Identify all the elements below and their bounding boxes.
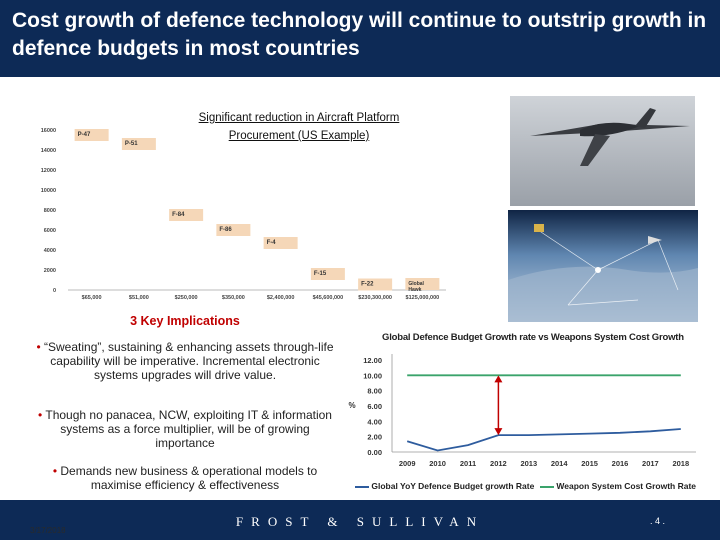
slide-title: Cost growth of defence technology will c… (12, 9, 707, 60)
bar (169, 209, 204, 221)
legend-label-budget: Global YoY Defence Budget growth Rate (371, 481, 535, 491)
y-tick-label: 6000 (44, 228, 56, 234)
implication-text-3: Demands new business & operational model… (60, 464, 318, 492)
bar (74, 129, 109, 141)
x-tick-label: 2016 (612, 459, 629, 468)
gap-arrow-head-bottom (494, 428, 503, 436)
bar (310, 268, 345, 280)
x-tick-label: 2011 (460, 459, 476, 468)
x-tick-label: 2012 (490, 459, 507, 468)
y-tick-label: 8.00 (367, 387, 382, 396)
legend-cost-series: Weapon System Cost Growth Rate (540, 481, 696, 491)
implication-text-2: Though no panacea, NCW, exploiting IT & … (45, 408, 332, 450)
uav-photo (510, 96, 695, 206)
x-tick-label: 2015 (581, 459, 598, 468)
x-tick-label: $2,400,000 (267, 295, 295, 301)
bar (358, 278, 393, 291)
bar-label: F-4 (267, 240, 277, 246)
y-tick-label: 2.00 (367, 433, 382, 442)
x-tick-label: 2018 (672, 459, 689, 468)
y-tick-label: 2000 (44, 268, 56, 274)
bar (216, 224, 251, 236)
y-tick-label: 14000 (41, 148, 56, 154)
bullet-icon: • (38, 408, 43, 422)
implication-bullet-2: • Though no panacea, NCW, exploiting IT … (30, 408, 340, 450)
bar-label: Global (408, 281, 424, 287)
page-number: . 4 . (649, 516, 665, 526)
x-tick-label: $125,000,000 (406, 295, 440, 301)
legend-label-cost: Weapon System Cost Growth Rate (556, 481, 697, 491)
y-tick-label: 12000 (41, 168, 56, 174)
y-axis-label: % (348, 401, 355, 410)
slide-date: 3/17/2018 (30, 526, 66, 535)
x-tick-label: $250,000 (175, 295, 198, 301)
bar (121, 138, 156, 150)
budget-growth-line (406, 428, 681, 452)
bar-label: P-47 (78, 132, 91, 138)
aircraft-chart-title: Significant reduction in Aircraft Platfo… (198, 112, 400, 142)
bullet-icon: • (36, 340, 41, 354)
x-tick-label: $230,300,000 (358, 295, 392, 301)
y-tick-label: 6.00 (367, 402, 382, 411)
bar-label: F-22 (361, 282, 374, 288)
x-tick-label: 2017 (642, 459, 659, 468)
legend-budget-series: Global YoY Defence Budget growth Rate (355, 481, 534, 491)
implication-bullet-3: • Demands new business & operational mod… (30, 464, 340, 492)
title-banner: Cost growth of defence technology will c… (0, 0, 720, 77)
y-tick-label: 10000 (41, 188, 56, 194)
company-logo: FROST & SULLIVAN (235, 514, 485, 529)
bar (263, 237, 298, 249)
bar-label: P-51 (125, 141, 138, 147)
bar-label: F-84 (172, 212, 185, 218)
y-tick-label: 4000 (44, 248, 56, 254)
bar-label: F-86 (219, 227, 232, 233)
x-tick-label: 2014 (551, 459, 569, 468)
footer-bar: FROST & SULLIVAN . 4 . 3/17/2018 (0, 500, 720, 540)
x-tick-label: 2013 (520, 459, 537, 468)
gap-arrow-head-top (494, 375, 503, 383)
y-tick-label: 0.00 (367, 448, 382, 457)
y-tick-label: 10.00 (363, 371, 382, 380)
budget-growth-chart-title: Global Defence Budget Growth rate vs Wea… (382, 332, 684, 343)
x-tick-label: $45,600,000 (313, 295, 344, 301)
implication-text-1: “Sweating”, sustaining & enhancing asset… (44, 340, 334, 382)
x-tick-label: $65,000 (82, 295, 102, 301)
y-tick-label: 12.00 (363, 356, 382, 365)
bullet-icon: • (52, 464, 58, 478)
y-tick-label: 8000 (44, 208, 56, 214)
x-tick-label: 2010 (429, 459, 446, 468)
bar (405, 278, 440, 290)
implication-bullet-1: • “Sweating”, sustaining & enhancing ass… (30, 340, 340, 382)
x-tick-label: $51,000 (129, 295, 149, 301)
y-tick-label: 16000 (41, 128, 56, 134)
x-tick-label: $350,000 (222, 295, 245, 301)
bar-label: Hawk (408, 287, 421, 293)
bar-label: F-15 (314, 271, 327, 277)
y-tick-label: 4.00 (367, 417, 382, 426)
x-tick-label: 2009 (399, 459, 416, 468)
network-centric-warfare-image (508, 210, 698, 322)
y-tick-label: 0 (53, 288, 56, 294)
implications-heading: 3 Key Implications (130, 314, 240, 328)
